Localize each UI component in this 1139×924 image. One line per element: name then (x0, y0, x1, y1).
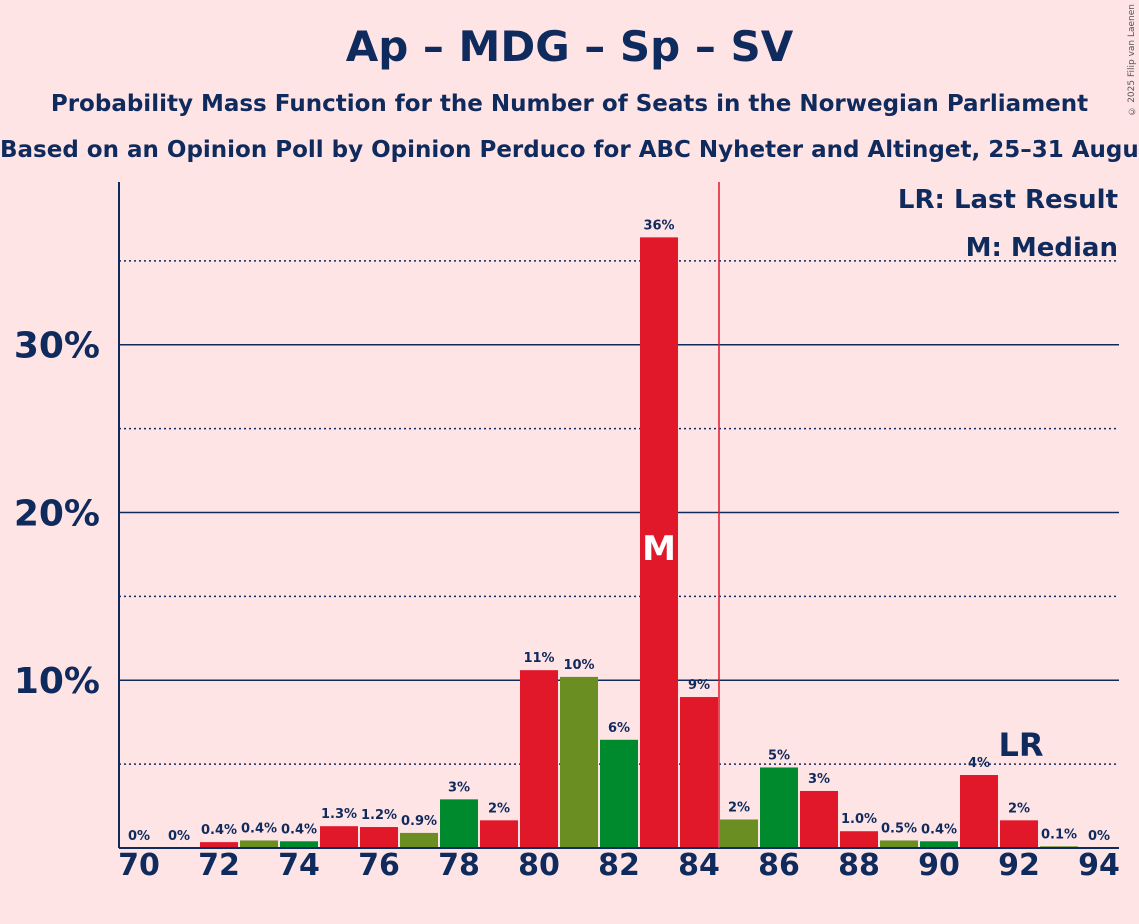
value-label-seat-79: 2% (488, 801, 510, 816)
value-label-seat-83: 36% (643, 218, 674, 233)
x-tick-label: 92 (998, 848, 1040, 883)
chart-source-subtitle: Based on an Opinion Poll by Opinion Perd… (0, 137, 1139, 163)
x-tick-label: 74 (278, 848, 320, 883)
value-label-seat-76: 1.2% (361, 808, 397, 823)
median-marker: M (642, 529, 676, 569)
x-tick-label: 94 (1078, 848, 1120, 883)
bar-seat-90 (920, 841, 958, 848)
x-tick-label: 88 (838, 848, 880, 883)
bar-seat-73 (240, 840, 278, 848)
grid-lines (119, 260, 1119, 765)
last-result-marker: LR (998, 726, 1043, 764)
x-tick-label: 86 (758, 848, 800, 883)
x-tick-label: 76 (358, 848, 400, 883)
bar-seat-75 (320, 826, 358, 848)
y-tick-label: 30% (14, 326, 100, 367)
bar-seat-76 (360, 827, 398, 848)
x-tick-label: 90 (918, 848, 960, 883)
x-tick-label: 78 (438, 848, 480, 883)
value-label-seat-90: 0.4% (921, 822, 957, 837)
chart-title: Ap – MDG – Sp – SV (345, 22, 794, 71)
y-tick-label: 20% (14, 493, 100, 534)
value-label-seat-77: 0.9% (401, 814, 437, 829)
value-label-seat-71: 0% (168, 829, 190, 844)
bar-seat-84 (680, 697, 718, 848)
value-label-seat-74: 0.4% (281, 822, 317, 837)
bar-seat-72 (200, 842, 238, 848)
value-label-seat-73: 0.4% (241, 821, 277, 836)
bar-seat-86 (760, 767, 798, 848)
bar-seat-85 (720, 819, 758, 848)
x-tick-label: 72 (198, 848, 240, 883)
bar-seat-92 (1000, 820, 1038, 848)
x-tick-label: 80 (518, 848, 560, 883)
value-label-seat-84: 9% (688, 678, 710, 693)
axes: 10% 20% 30% 70 72 74 76 78 80 82 84 86 88 90 92 94 (14, 182, 1120, 883)
bars (200, 237, 1078, 848)
value-label-seat-80: 11% (523, 651, 554, 666)
value-label-seat-87: 3% (808, 772, 830, 787)
value-label-seat-86: 5% (768, 748, 790, 763)
value-label-seat-75: 1.3% (321, 807, 357, 822)
value-label-seat-70: 0% (128, 829, 150, 844)
bar-seat-80 (520, 670, 558, 848)
bar-seat-77 (400, 832, 438, 848)
value-label-seat-92: 2% (1008, 801, 1030, 816)
bar-seat-89 (880, 840, 918, 848)
bar-seat-81 (560, 676, 598, 848)
value-label-seat-85: 2% (728, 800, 750, 815)
annotations: M LR (642, 182, 1044, 848)
y-tick-label: 10% (14, 661, 100, 702)
bar-seat-74 (280, 841, 318, 848)
value-label-seat-93: 0.1% (1041, 827, 1077, 842)
value-label-seat-78: 3% (448, 780, 470, 795)
value-label-seat-89: 0.5% (881, 821, 917, 836)
bar-seat-79 (480, 820, 518, 848)
value-label-seat-72: 0.4% (201, 823, 237, 838)
bar-seat-78 (440, 799, 478, 848)
value-label-seat-91: 4% (968, 756, 990, 771)
bar-seat-88 (840, 831, 878, 848)
bar-seat-87 (800, 790, 838, 848)
chart-subtitle: Probability Mass Function for the Number… (50, 91, 1089, 117)
value-labels: 0% 0% 0.4% 0.4% 0.4% 1.3% 1.2% 0.9% 3% 2% 11% 10% 6%… (128, 218, 1110, 844)
legend-last-result: LR: Last Result (897, 185, 1118, 215)
bar-seat-83 (640, 237, 678, 848)
value-label-seat-88: 1.0% (841, 812, 877, 827)
x-tick-label: 82 (598, 848, 640, 883)
bar-seat-91 (960, 775, 998, 848)
x-tick-label: 70 (118, 848, 160, 883)
value-label-seat-94: 0% (1088, 829, 1110, 844)
x-tick-label: 84 (678, 848, 720, 883)
value-label-seat-81: 10% (563, 658, 594, 673)
value-label-seat-82: 6% (608, 721, 630, 736)
legend-median: M: Median (965, 233, 1118, 263)
bar-seat-82 (600, 739, 638, 848)
